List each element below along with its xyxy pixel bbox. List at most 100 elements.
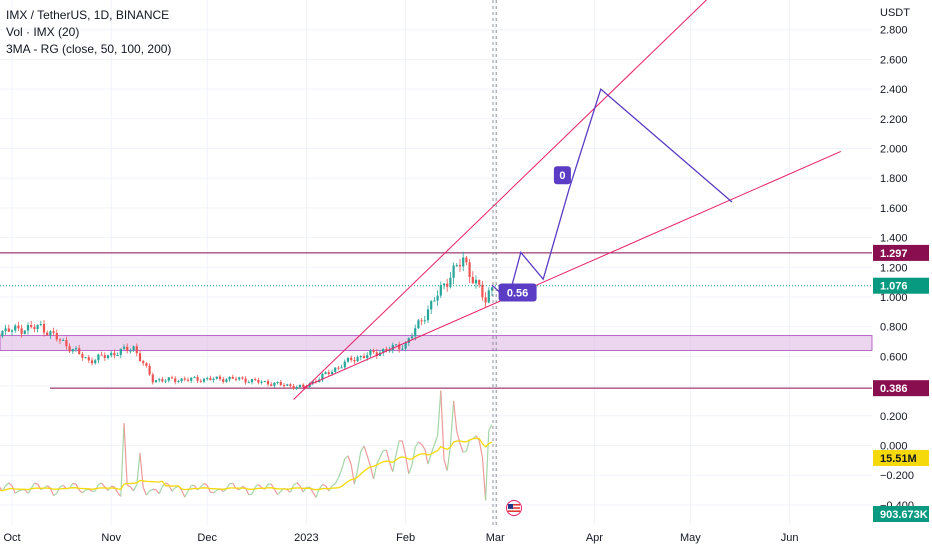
x-tick-label: Oct	[3, 532, 20, 544]
candle	[490, 286, 494, 297]
candle	[257, 377, 260, 385]
candle	[71, 348, 74, 354]
candle	[14, 323, 17, 333]
candle	[442, 282, 446, 290]
trendline-lower[interactable]	[302, 151, 842, 389]
us-flag-icon[interactable]	[503, 500, 525, 516]
candle	[58, 338, 62, 344]
candle	[452, 262, 455, 284]
candle	[65, 336, 68, 350]
candle	[186, 377, 190, 382]
volume-indicator-label[interactable]: Vol · IMX (20)	[6, 25, 80, 39]
candle	[266, 379, 270, 387]
y-axis-unit: USDT	[880, 7, 910, 19]
candle	[474, 275, 478, 289]
candle	[119, 348, 122, 359]
candle	[116, 352, 119, 356]
y-tick-label: 2.600	[880, 54, 908, 66]
svg-text:1.297: 1.297	[880, 248, 908, 260]
candle	[471, 271, 474, 284]
candle	[324, 371, 327, 375]
grid	[0, 0, 872, 525]
candle	[353, 356, 356, 364]
candle	[375, 349, 378, 360]
y-tick-label: 1.200	[880, 262, 908, 274]
candle	[468, 259, 471, 283]
candle	[129, 348, 132, 354]
candle	[1, 330, 4, 339]
volume-ma-badge: 15.51M	[873, 450, 929, 466]
candle	[410, 332, 414, 340]
volume-ma-line	[0, 437, 493, 492]
candle	[455, 262, 458, 268]
candle	[449, 271, 452, 289]
candle	[350, 355, 353, 363]
candle	[167, 377, 170, 383]
candle	[36, 324, 39, 333]
candle	[196, 374, 199, 383]
volume-badge: 903.673K	[873, 506, 929, 522]
candle	[222, 376, 225, 384]
y-tick-label: 0.000	[880, 441, 908, 453]
candle	[356, 355, 359, 363]
candle	[212, 377, 215, 383]
candle	[401, 345, 404, 351]
candle	[151, 372, 154, 385]
candle	[126, 343, 129, 354]
candle	[340, 364, 343, 369]
candle	[276, 381, 279, 385]
candle	[433, 297, 436, 302]
candle	[177, 379, 180, 383]
candle	[260, 380, 263, 385]
candle	[209, 375, 212, 381]
candle	[30, 320, 33, 329]
trendlines[interactable]	[293, 0, 842, 400]
candle	[215, 376, 218, 380]
candle	[231, 374, 234, 380]
candle	[190, 377, 193, 384]
candle	[52, 327, 55, 336]
candle	[4, 324, 7, 335]
candle	[263, 380, 266, 383]
candle	[78, 344, 81, 355]
candle	[97, 353, 100, 364]
candle	[286, 383, 289, 386]
candle	[478, 279, 481, 288]
candle	[138, 350, 142, 362]
candle	[225, 378, 228, 383]
path-label: 0.56	[498, 283, 537, 302]
candle	[369, 349, 372, 358]
candle	[55, 329, 58, 342]
y-tick-label: 1.600	[880, 203, 908, 215]
y-tick-label: 0.600	[880, 351, 908, 363]
candle	[430, 300, 433, 315]
candle	[241, 376, 244, 380]
candle	[174, 376, 177, 385]
candle	[228, 376, 231, 382]
candle	[414, 324, 417, 341]
candle	[158, 377, 161, 383]
current-price-badge: 1.076	[873, 277, 929, 294]
candle	[42, 320, 46, 337]
ma-indicator-label[interactable]: 3MA - RG (close, 50, 100, 200)	[6, 42, 172, 56]
candle	[321, 372, 324, 383]
svg-text:903.673K: 903.673K	[880, 509, 928, 521]
time-axis[interactable]: Oct Nov Dec 2023 Feb Mar Apr May Jun	[3, 532, 798, 544]
candle	[334, 367, 337, 374]
candle	[359, 355, 362, 361]
candle	[68, 343, 71, 354]
svg-text:0.386: 0.386	[880, 383, 908, 395]
candle	[458, 259, 462, 272]
candle	[484, 292, 487, 308]
candle	[417, 318, 420, 329]
candle	[10, 328, 14, 336]
projection-path[interactable]	[491, 87, 733, 302]
candle	[170, 375, 174, 380]
trendline-upper[interactable]	[293, 0, 707, 400]
symbol-title[interactable]: IMX / TetherUS, 1D, BINANCE	[6, 8, 170, 22]
candle	[84, 356, 87, 359]
candle	[439, 281, 442, 299]
candle	[362, 353, 366, 359]
candle	[487, 287, 490, 304]
